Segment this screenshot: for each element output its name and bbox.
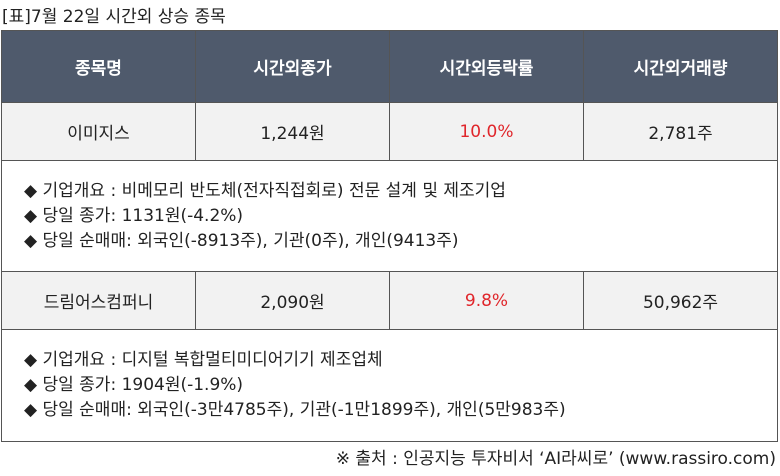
header-cell: 시간외종가 — [196, 31, 390, 102]
detail-line: ◆ 기업개요 : 비메모리 반도체(전자직접회로) 전문 설계 및 제조기업 — [24, 181, 506, 201]
cell: 9.8% — [390, 272, 584, 329]
details: ◆ 기업개요 : 비메모리 반도체(전자직접회로) 전문 설계 및 제조기업 ◆ … — [2, 161, 777, 272]
details: ◆ 기업개요 : 디지털 복합멀티미디어기기 제조업체 ◆ 당일 종가: 1904… — [2, 330, 777, 441]
detail-line: ◆ 당일 종가: 1904원(-1.9%) — [24, 375, 244, 395]
header-cell: 시간외등락률 — [390, 31, 584, 102]
data-row: 드림어스컴퍼니 2,090원 9.8% 50,962주 — [2, 272, 777, 330]
detail-line: ◆ 당일 순매매: 외국인(-8913주), 기관(0주), 개인(9413주) — [24, 231, 459, 251]
cell: 2,781주 — [648, 124, 713, 144]
header-cell: 시간외거래량 — [633, 59, 728, 79]
cell: 10.0% — [390, 103, 584, 160]
table-title: [표]7월 22일 시간외 상승 종목 — [2, 7, 226, 27]
cell: 1,244원 — [196, 103, 390, 160]
header-cell: 종목명 — [2, 31, 196, 102]
source: ※ 출처 : 인공지능 투자비서 ‘AI라씨로’ (www.rassiro.co… — [335, 449, 776, 469]
cell: 드림어스컴퍼니 — [2, 272, 196, 329]
detail-line: ◆ 기업개요 : 디지털 복합멀티미디어기기 제조업체 — [24, 350, 383, 370]
data-row: 이미지스 1,244원 10.0% 2,781주 — [2, 103, 777, 161]
cell: 50,962주 — [642, 293, 719, 313]
cell: 이미지스 — [2, 103, 196, 160]
cell: 2,090원 — [196, 272, 390, 329]
detail-line: ◆ 당일 순매매: 외국인(-3만4785주), 기관(-1만1899주), 개… — [24, 400, 566, 420]
header-row: 종목명 시간외종가 시간외등락률 시간외거래량 — [2, 31, 777, 103]
detail-line: ◆ 당일 종가: 1131원(-4.2%) — [24, 206, 244, 226]
